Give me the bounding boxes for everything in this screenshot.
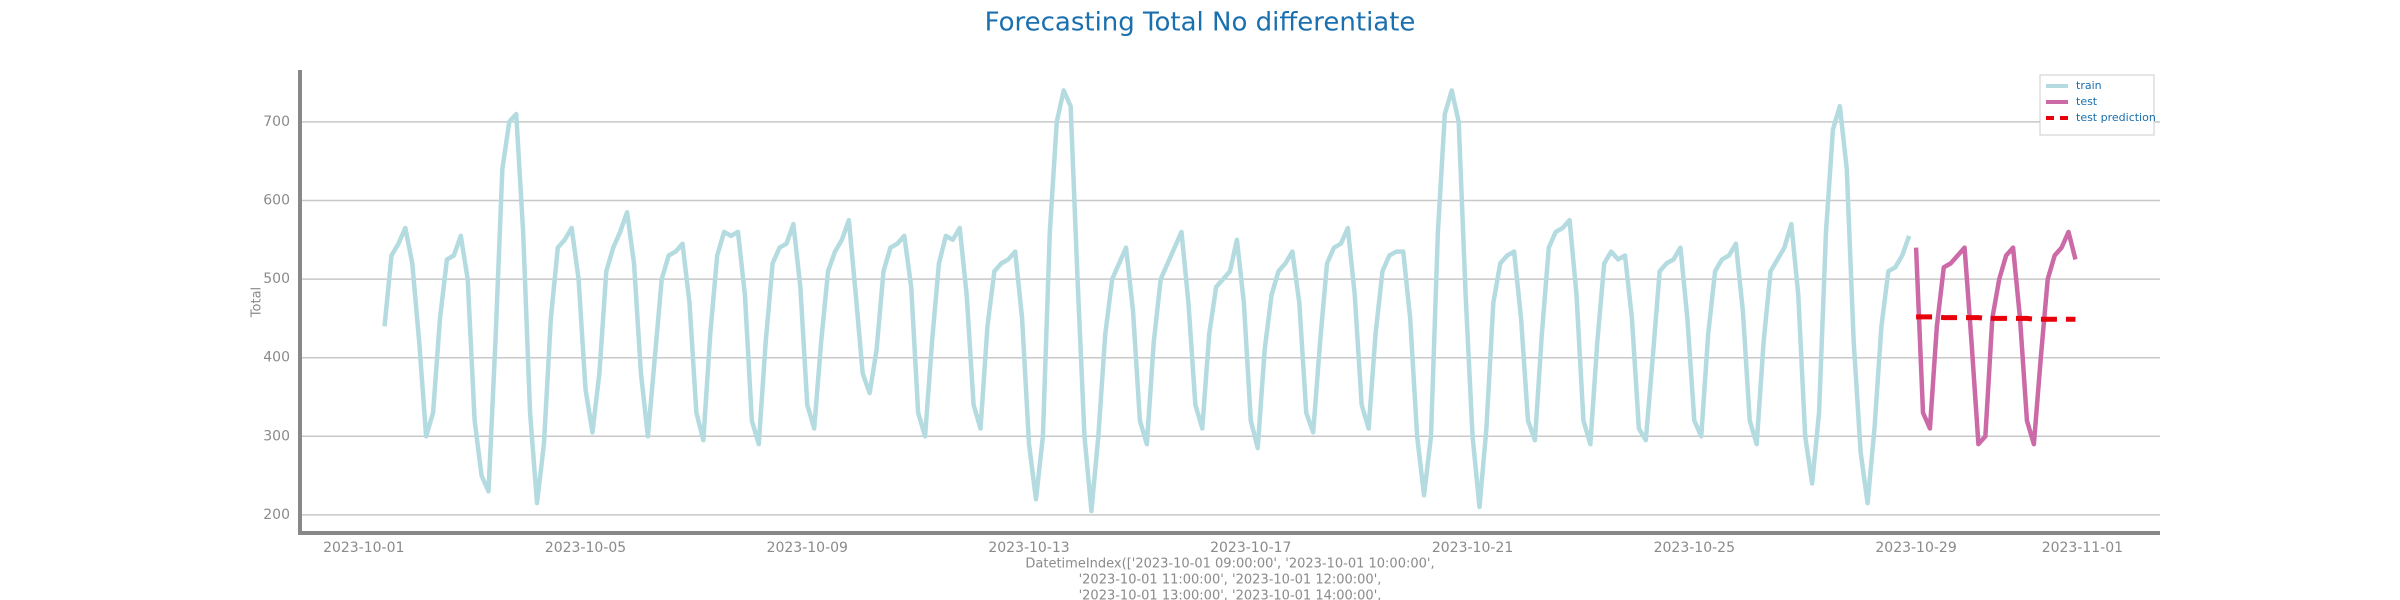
x-tick-label: 2023-10-17 (1210, 540, 1291, 556)
x-tick-label: 2023-11-01 (2042, 540, 2123, 556)
x-tick-label: 2023-10-25 (1654, 540, 1735, 556)
x-axis-label: DatetimeIndex(['2023-10-01 09:00:00', '2… (1025, 557, 1434, 572)
y-tick-label: 200 (263, 507, 290, 523)
x-axis-label: '2023-10-01 13:00:00', '2023-10-01 14:00… (1079, 589, 1382, 600)
y-tick-label: 300 (263, 428, 290, 444)
y-axis-label: Total (250, 287, 265, 318)
y-tick-label: 400 (263, 350, 290, 366)
x-axis-label: '2023-10-01 11:00:00', '2023-10-01 12:00… (1079, 573, 1382, 588)
legend-label: train (2076, 79, 2102, 92)
y-tick-label: 500 (263, 271, 290, 287)
chart-title: Forecasting Total No differentiate (985, 8, 1416, 38)
legend-label: test prediction (2076, 111, 2156, 124)
x-tick-label: 2023-10-29 (1875, 540, 1956, 556)
x-tick-label: 2023-10-05 (545, 540, 626, 556)
x-tick-label: 2023-10-21 (1432, 540, 1513, 556)
series-line (1913, 229, 2078, 447)
legend-label: test (2076, 95, 2098, 108)
y-tick-label: 700 (263, 114, 290, 130)
y-tick-label: 600 (263, 192, 290, 208)
series-line (1916, 314, 2076, 322)
x-tick-label: 2023-10-01 (323, 540, 404, 556)
x-tick-label: 2023-10-13 (988, 540, 1069, 556)
x-tick-label: 2023-10-09 (767, 540, 848, 556)
series-line (382, 88, 1912, 514)
